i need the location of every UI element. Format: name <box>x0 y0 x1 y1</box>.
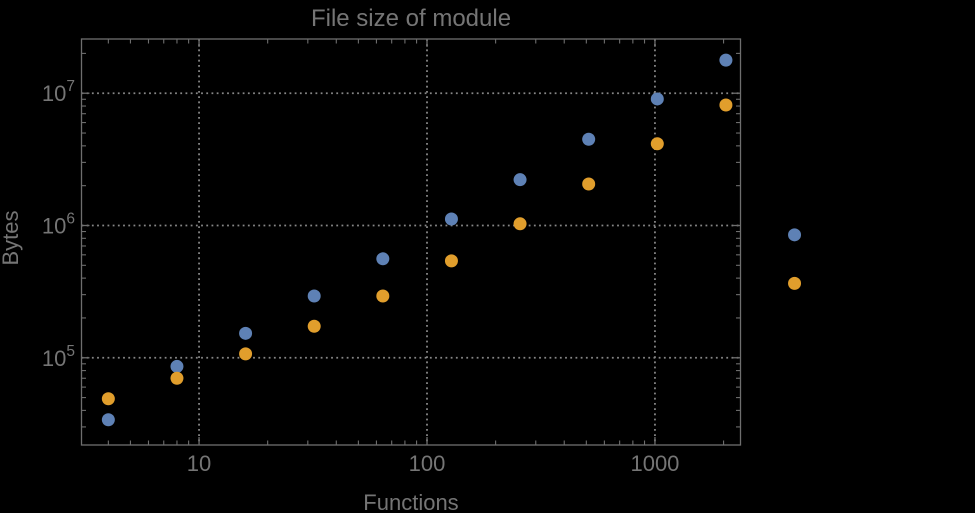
data-point <box>170 371 184 385</box>
data-point <box>101 413 115 427</box>
data-point <box>719 53 733 67</box>
axis-ticks <box>81 39 741 445</box>
y-axis-label: Bytes <box>0 210 23 265</box>
data-point <box>376 289 390 303</box>
data-point <box>650 92 664 106</box>
scatter-points-blue-series <box>101 53 802 427</box>
data-point <box>650 137 664 151</box>
y-tick-label: 105 <box>42 343 75 371</box>
data-point <box>239 347 253 361</box>
scatter-series <box>101 53 802 427</box>
x-axis-label: Functions <box>363 490 458 513</box>
data-point <box>788 228 802 242</box>
data-point <box>444 212 458 226</box>
data-point <box>788 276 802 290</box>
data-point <box>444 254 458 268</box>
data-point <box>376 252 390 266</box>
data-point <box>170 359 184 373</box>
y-tick-label: 106 <box>42 210 75 238</box>
x-tick-labels: 10 100 1000 <box>187 451 680 476</box>
data-point <box>582 177 596 191</box>
data-point <box>307 289 321 303</box>
data-point <box>513 173 527 187</box>
data-point <box>101 392 115 406</box>
x-tick-label: 10 <box>187 451 211 476</box>
x-tick-label: 1000 <box>630 451 679 476</box>
data-point <box>719 98 733 112</box>
gridlines <box>81 39 741 445</box>
data-point <box>582 132 596 146</box>
chart-title: File size of module <box>311 5 511 32</box>
plot-frame <box>80 38 742 446</box>
x-tick-label: 100 <box>409 451 446 476</box>
data-point <box>239 326 253 340</box>
data-point <box>513 217 527 231</box>
y-tick-label: 107 <box>42 78 75 106</box>
data-point <box>307 319 321 333</box>
scatter-points-orange-series <box>101 98 802 406</box>
y-tick-labels: 105 106 107 <box>42 78 75 371</box>
